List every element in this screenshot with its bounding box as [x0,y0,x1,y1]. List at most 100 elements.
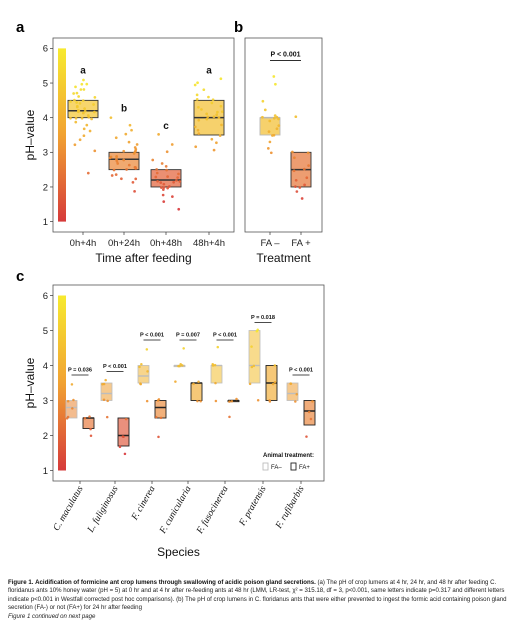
data-point [294,185,297,188]
data-point [124,132,128,136]
data-point [131,180,135,184]
data-point [235,397,238,401]
data-point [122,158,126,162]
data-point [166,175,169,178]
data-point [210,137,214,141]
data-point [271,382,275,386]
y-tick-label: 1 [43,466,48,477]
data-point [73,98,76,102]
data-point [193,83,197,87]
data-point [78,101,82,105]
data-point [80,82,84,86]
data-point [139,382,142,385]
data-point [77,95,80,98]
data-point [124,417,128,421]
comparison-p-value: P = 0.018 [251,315,275,321]
data-point [159,416,163,420]
caption-label: Figure 1. [8,579,34,586]
data-point [220,123,223,127]
data-point [178,180,182,183]
data-point [145,348,149,351]
data-point [289,382,293,385]
data-point [256,398,260,402]
data-point [82,78,85,82]
data-point [145,399,149,403]
data-point [69,116,72,120]
data-point [73,143,77,147]
data-point [298,186,302,189]
box [67,99,99,119]
data-point [268,140,272,144]
data-point [177,207,181,211]
y-axis-title: pH–value [23,357,37,408]
data-point [82,127,86,131]
data-point [154,175,158,179]
data-point [305,435,308,438]
x-tick-label: 0h+24h [108,238,140,249]
data-point [75,105,79,109]
data-point [83,109,87,113]
panel-border [244,37,323,233]
data-point [274,82,277,86]
data-point [272,75,276,78]
data-point [275,127,279,131]
data-point [195,93,199,97]
comparison-p-value: P < 0.001 [213,333,237,339]
caption-text-a: (a) The pH of crop lumens at 4 hr, 24 hr… [8,579,505,603]
data-point [93,149,97,153]
y-tick-label: 2 [43,431,48,442]
figure-caption: Figure 1. Acidification of formicine ant… [8,579,508,621]
data-point [309,417,313,421]
y-tick-label: 6 [43,291,48,302]
data-point [196,399,199,403]
data-point [122,149,126,153]
data-point [115,158,118,161]
data-point [127,163,131,167]
x-tick-label-species: F. cinerea [130,484,158,523]
x-axis-title: Time after feeding [95,251,191,265]
data-point [88,415,91,418]
data-point [92,103,95,106]
box [137,365,150,384]
data-point [114,136,118,140]
figure-canvas: a 1 2 3 4 5 6 pH–value 0h+4h a 0h+24h b 0h+48h c 48h+4… [16,19,325,559]
data-point [156,399,160,402]
data-point [307,410,311,414]
box [100,382,113,401]
data-point [277,124,281,127]
data-point [83,107,86,110]
data-point [196,128,200,132]
data-point [78,138,82,142]
data-point [256,328,259,331]
data-point [90,117,93,121]
x-axis-title: Species [157,545,200,559]
data-point [219,77,223,81]
data-point [123,452,127,456]
x-tick-label: FA + [291,238,311,249]
data-point [211,98,215,102]
box [248,330,261,384]
data-point [197,132,201,135]
significance-letter: b [121,104,127,115]
data-point [135,143,139,146]
data-point [101,382,104,386]
data-point [268,119,272,123]
data-point [199,400,202,403]
data-point [216,110,219,114]
data-point [133,146,137,149]
data-point [171,195,174,198]
y-tick-label: 3 [43,148,48,159]
data-point [228,415,231,419]
data-point [248,382,252,386]
data-point [275,115,279,119]
panel-border [52,284,325,482]
data-point [216,345,220,349]
data-point [106,399,109,403]
comparison-p-value: P < 0.001 [103,364,127,370]
data-point [109,116,113,120]
data-point [83,417,87,420]
data-point [82,111,85,115]
data-point [263,108,267,112]
data-point [165,168,168,172]
x-tick-label-species: F. pratensis [237,484,268,528]
